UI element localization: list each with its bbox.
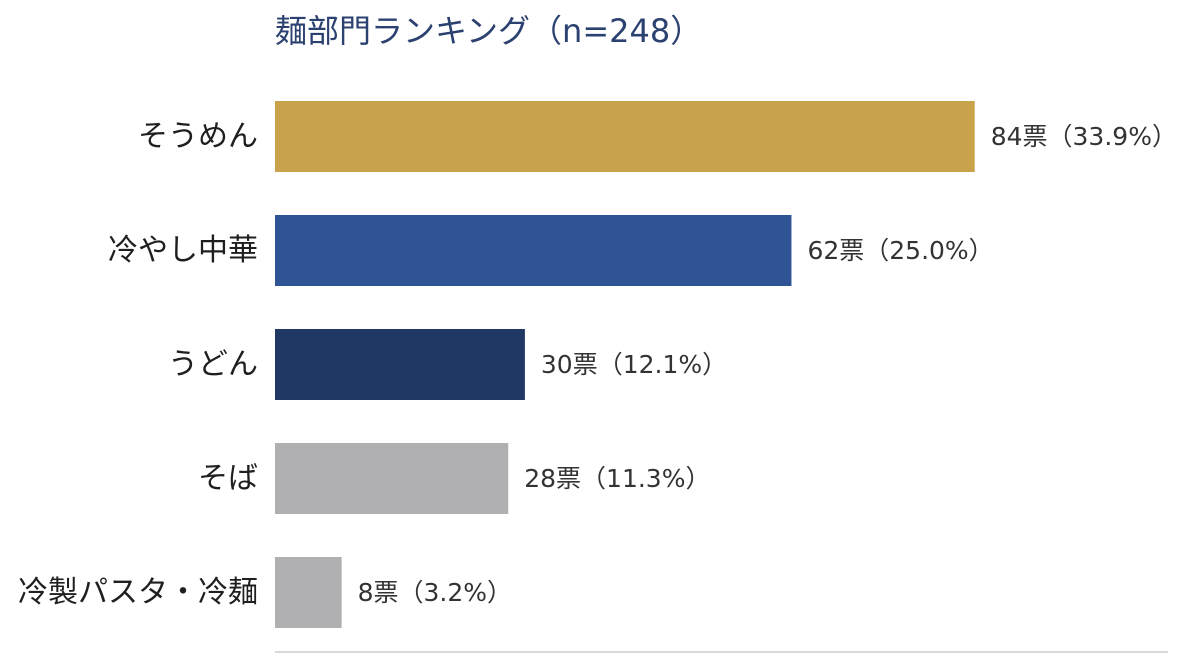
bar (275, 101, 975, 172)
category-label: そうめん (138, 119, 258, 154)
chart-title: 麺部門ランキング（n=248） (275, 12, 702, 50)
bar (275, 215, 792, 286)
bar (275, 329, 525, 400)
data-label: 62票（25.0%） (807, 236, 993, 265)
bar (275, 557, 342, 628)
data-label: 30票（12.1%） (541, 350, 727, 379)
category-label: うどん (168, 347, 258, 382)
data-label: 8票（3.2%） (358, 578, 512, 607)
data-label: 28票（11.3%） (524, 464, 710, 493)
category-label: 冷製パスタ・冷麺 (18, 575, 258, 610)
bar (275, 443, 509, 514)
data-label: 84票（33.9%） (991, 122, 1177, 151)
category-label: そば (198, 461, 258, 496)
category-label: 冷やし中華 (108, 233, 258, 268)
